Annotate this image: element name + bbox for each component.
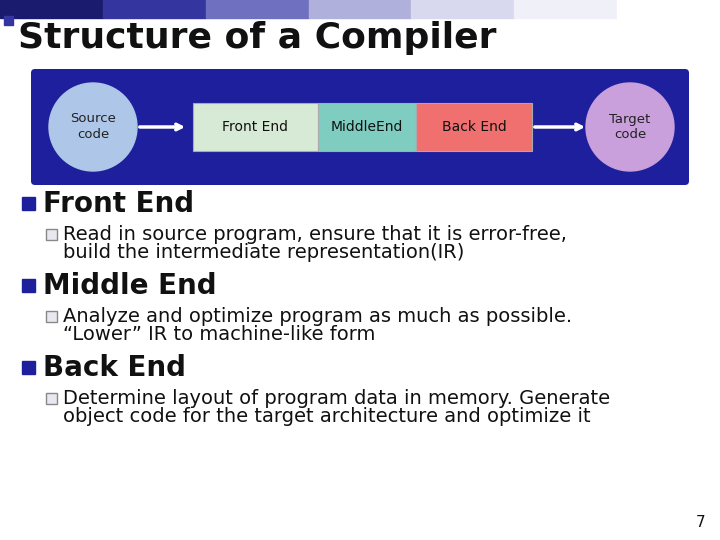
Text: Front End: Front End [43,190,194,218]
Bar [206,0,309,18]
Bar [4,16,13,25]
Text: MiddleEnd: MiddleEnd [330,120,403,134]
Text: Target
code: Target code [609,112,651,141]
Bar [514,0,617,18]
Bar [309,0,411,18]
Text: Structure of a Compiler: Structure of a Compiler [18,21,497,55]
Bar [0,0,103,18]
Bar [22,279,35,292]
Text: Read in source program, ensure that it is error-free,: Read in source program, ensure that it i… [63,225,567,244]
Text: Middle End: Middle End [43,272,217,300]
Bar [22,361,35,374]
Text: 7: 7 [696,515,705,530]
Bar [46,229,57,240]
Text: build the intermediate representation(IR): build the intermediate representation(IR… [63,242,464,261]
Text: Source
code: Source code [70,112,116,141]
Bar [617,0,720,18]
Circle shape [586,83,674,171]
Bar [103,0,206,18]
Text: Back End: Back End [43,354,186,382]
Bar [4,2,17,15]
Text: Front End: Front End [222,120,289,134]
FancyBboxPatch shape [416,103,532,151]
Bar [46,311,57,322]
Text: object code for the target architecture and optimize it: object code for the target architecture … [63,407,590,426]
Bar [46,393,57,404]
FancyBboxPatch shape [193,103,318,151]
Text: Determine layout of program data in memory. Generate: Determine layout of program data in memo… [63,388,610,408]
Text: Analyze and optimize program as much as possible.: Analyze and optimize program as much as … [63,307,572,326]
Text: Back End: Back End [441,120,506,134]
Text: “Lower” IR to machine-like form: “Lower” IR to machine-like form [63,325,375,343]
Circle shape [49,83,137,171]
FancyBboxPatch shape [318,103,416,151]
Bar [411,0,514,18]
Bar [22,197,35,210]
FancyBboxPatch shape [31,69,689,185]
